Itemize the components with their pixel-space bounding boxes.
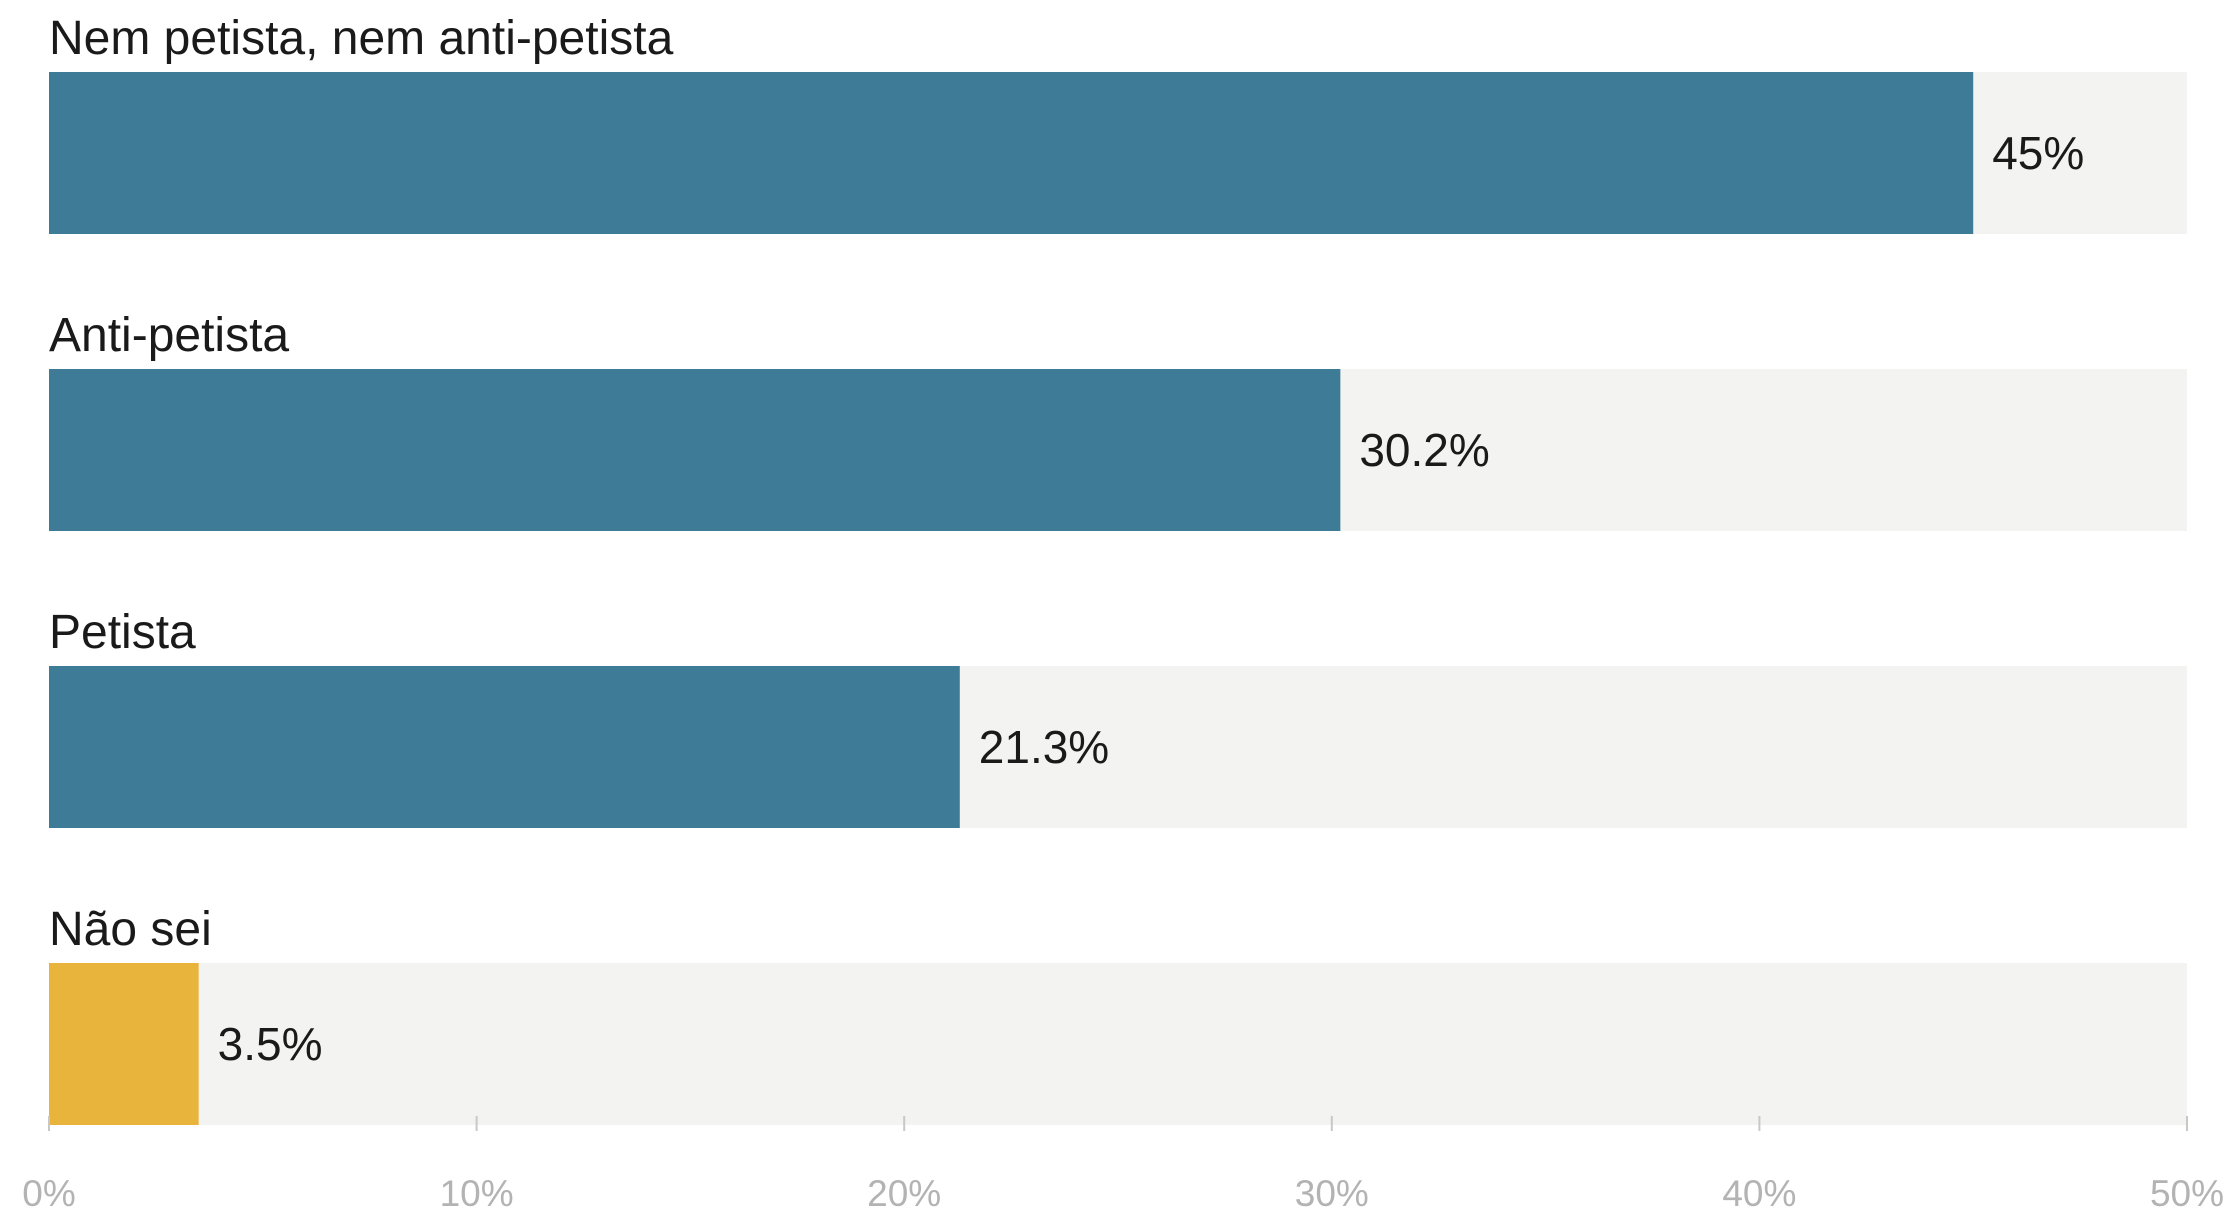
- data-label: 3.5%: [218, 1018, 323, 1070]
- bar-row: Anti-petista 30.2%: [49, 309, 2187, 531]
- data-label: 45%: [1992, 127, 2084, 179]
- data-label: 30.2%: [1359, 424, 1489, 476]
- chart-rows: Nem petista, nem anti-petista 45% Anti-pet…: [49, 12, 2187, 1125]
- category-label: Petista: [49, 606, 196, 659]
- tick-label: 40%: [1722, 1173, 1796, 1214]
- category-label: Não sei: [49, 903, 212, 956]
- bar-track: [49, 963, 2187, 1125]
- bar-row: Não sei 3.5%: [49, 903, 2187, 1125]
- tick-label: 20%: [867, 1173, 941, 1214]
- bar: [49, 666, 960, 828]
- data-label: 21.3%: [979, 721, 1109, 773]
- bar: [49, 369, 1341, 531]
- tick-label: 10%: [440, 1173, 514, 1214]
- bar: [49, 963, 199, 1125]
- bar-row: Petista 21.3%: [49, 606, 2187, 828]
- category-label: Anti-petista: [49, 309, 289, 362]
- bar: [49, 72, 1974, 234]
- category-label: Nem petista, nem anti-petista: [49, 12, 674, 65]
- tick-label: 0%: [22, 1173, 75, 1214]
- tick-label: 30%: [1295, 1173, 1369, 1214]
- tick-label: 50%: [2150, 1173, 2224, 1214]
- bar-row: Nem petista, nem anti-petista 45%: [49, 12, 2187, 234]
- x-axis: 0% 10% 20% 30% 40% 50%: [22, 1116, 2224, 1214]
